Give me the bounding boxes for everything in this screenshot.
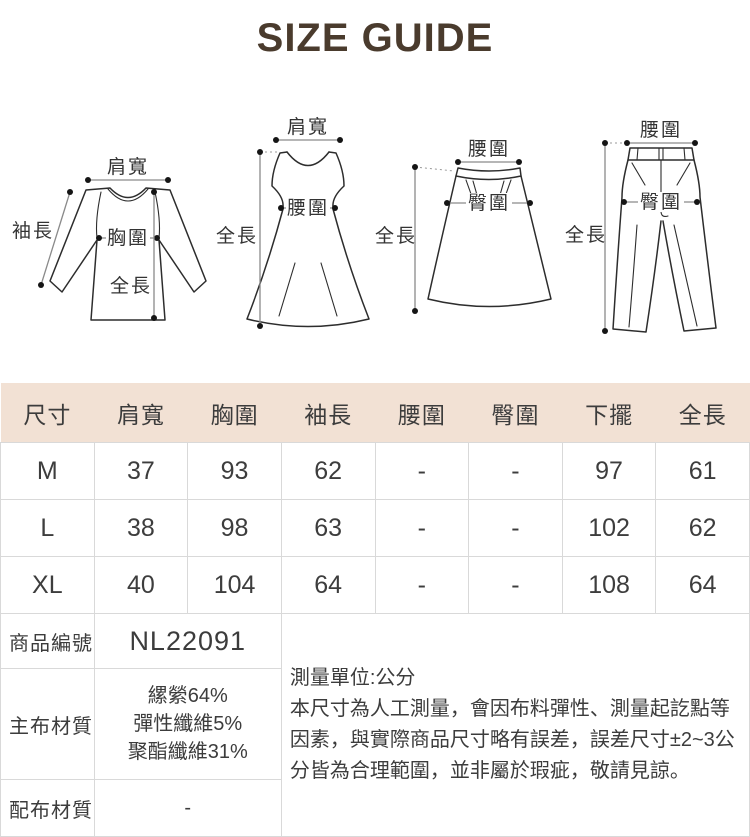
cell-value: - (468, 442, 563, 500)
cell-value: 98 (187, 499, 282, 557)
label-length: 全長 (216, 225, 258, 247)
diagram-sleeveless-dress: 肩寬 腰圍 全長 (216, 116, 370, 329)
note-unit-line: 測量單位:公分 (289, 667, 416, 689)
label-length: 全長 (565, 224, 607, 246)
col-header-size: 尺寸 (0, 383, 95, 443)
label-hip: 臀圍 (640, 192, 682, 213)
cell-value: 97 (561, 442, 657, 500)
col-header-waist: 腰圍 (375, 383, 469, 443)
note-body: 本尺寸為人工測量，會因布料彈性、測量起訖點等因素，與實際商品尺寸略有誤差，誤差尺… (289, 698, 735, 782)
label-chest: 胸圍 (107, 227, 149, 249)
main-fabric-value: 縲縈64% 彈性纖維5% 聚酯纖維31% (93, 668, 282, 780)
cell-value: 64 (655, 556, 750, 614)
main-fabric-row: 主布材質 縲縈64% 彈性纖維5% 聚酯纖維31% (0, 668, 750, 780)
label-length: 全長 (110, 275, 152, 297)
col-header-hem: 下擺 (562, 383, 656, 443)
cell-value: 93 (187, 442, 282, 500)
col-header-shoulder: 肩寬 (94, 383, 188, 443)
label-sleeve-length: 袖長 (12, 220, 54, 242)
diagram-pants: 腰圍 臀圍 全長 (565, 120, 717, 334)
product-code-value: NL22091 (93, 613, 282, 669)
page-title: SIZE GUIDE (256, 16, 494, 60)
cell-value: 64 (280, 556, 376, 614)
cell-value: 62 (655, 499, 750, 557)
label-length: 全長 (375, 225, 417, 247)
diagram-long-sleeve-top: 肩寬 袖長 胸圍 全長 (12, 156, 207, 321)
label-shoulder-width: 肩寬 (287, 116, 329, 138)
diagram-a-line-skirt: 腰圍 臀圍 全長 (375, 139, 552, 314)
cell-value: 61 (655, 442, 750, 500)
size-table-header-row: 尺寸 肩寬 胸圍 袖長 腰圍 臀圍 下擺 全長 (0, 383, 750, 443)
label-hip: 臀圍 (468, 193, 510, 214)
col-header-chest: 胸圍 (187, 383, 282, 443)
measurement-diagrams: 肩寬 袖長 胸圍 全長 (0, 95, 750, 357)
size-name: L (0, 499, 95, 557)
main-fabric-label: 主布材質 (0, 668, 95, 780)
size-row-xl: XL 40 104 64 - - 108 64 (0, 556, 750, 614)
col-header-length: 全長 (655, 383, 750, 443)
size-name: XL (0, 556, 95, 614)
fabric-line: 縲縈64% (147, 685, 228, 707)
cell-value: - (374, 442, 470, 500)
col-header-hip: 臀圍 (468, 383, 563, 443)
cell-value: 108 (561, 556, 657, 614)
trim-fabric-value: - (93, 779, 282, 837)
trim-fabric-row: 配布材質 - (0, 779, 750, 837)
cell-value: - (468, 556, 563, 614)
fabric-line: 彈性纖維5% (133, 713, 243, 735)
label-waist: 腰圍 (287, 198, 329, 219)
fabric-line: 聚酯纖維31% (127, 741, 248, 763)
measurement-note: 測量單位:公分 本尺寸為人工測量，會因布料彈性、測量起訖點等因素，與實際商品尺寸… (280, 613, 750, 837)
size-diagrams-illustration: 肩寬 袖長 胸圍 全長 (12, 116, 717, 334)
col-header-sleeve: 袖長 (281, 383, 375, 443)
label-waist: 腰圍 (640, 120, 682, 141)
size-table: 尺寸 肩寬 胸圍 袖長 腰圍 臀圍 下擺 全長 M 37 93 62 - - 9… (0, 383, 750, 837)
label-waist: 腰圍 (468, 139, 510, 160)
size-name: M (0, 442, 95, 500)
cell-value: 37 (93, 442, 189, 500)
cell-value: 40 (93, 556, 189, 614)
cell-value: 38 (93, 499, 189, 557)
cell-value: 63 (280, 499, 376, 557)
cell-value: - (468, 499, 563, 557)
trim-fabric-label: 配布材質 (0, 779, 95, 837)
size-row-m: M 37 93 62 - - 97 61 (0, 442, 750, 500)
cell-value: - (374, 556, 470, 614)
size-row-l: L 38 98 63 - - 102 62 (0, 499, 750, 557)
label-shoulder-width: 肩寬 (107, 156, 149, 178)
product-code-label: 商品編號 (0, 613, 95, 669)
cell-value: 62 (280, 442, 376, 500)
cell-value: 102 (561, 499, 657, 557)
product-code-row: 商品編號 NL22091 測量單位:公分 本尺寸為人工測量，會因布料彈性、測量起… (0, 613, 750, 837)
cell-value: 104 (187, 556, 282, 614)
cell-value: - (374, 499, 470, 557)
